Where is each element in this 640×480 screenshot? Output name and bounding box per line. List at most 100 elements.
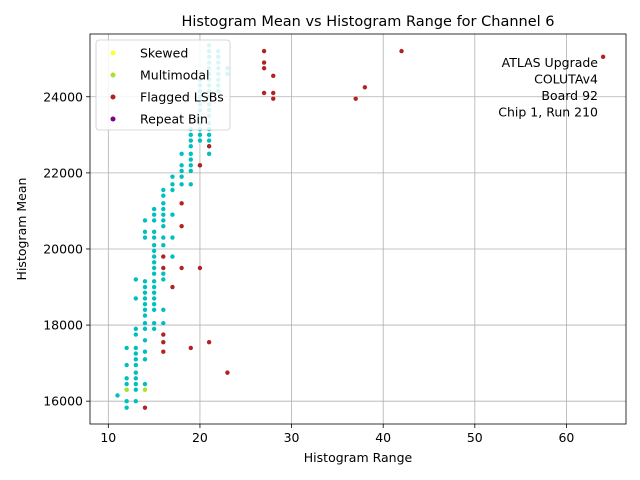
x-tick-label: 40 <box>375 430 391 445</box>
point-unlabeled <box>197 132 203 138</box>
point-flagged-lsbs <box>161 254 166 259</box>
annotation-line: COLUTAv4 <box>534 72 598 87</box>
x-tick-label: 10 <box>100 430 116 445</box>
point-unlabeled <box>161 187 166 193</box>
point-unlabeled <box>179 168 184 174</box>
point-unlabeled <box>170 212 175 217</box>
point-unlabeled <box>179 182 184 187</box>
legend-marker-skewed <box>110 50 116 56</box>
point-unlabeled <box>161 223 166 229</box>
y-tick-label: 16000 <box>43 394 83 409</box>
y-tick-label: 18000 <box>43 318 83 333</box>
point-unlabeled <box>133 277 139 282</box>
point-unlabeled <box>142 307 148 313</box>
point-flagged-lsbs <box>362 85 368 90</box>
point-unlabeled <box>142 284 148 290</box>
point-unlabeled <box>161 201 166 206</box>
y-tick-label: 20000 <box>43 241 83 256</box>
point-unlabeled <box>142 326 148 332</box>
point-unlabeled <box>151 242 157 248</box>
point-unlabeled <box>124 381 129 387</box>
x-axis-ticks: 10 20 30 40 50 60 <box>100 424 574 445</box>
point-unlabeled <box>151 265 157 271</box>
point-unlabeled <box>188 182 193 187</box>
point-unlabeled <box>170 235 175 240</box>
point-flagged-lsbs <box>206 339 212 345</box>
point-flagged-lsbs <box>399 48 404 54</box>
point-unlabeled <box>188 168 193 174</box>
point-unlabeled <box>151 248 157 254</box>
point-unlabeled <box>142 381 148 387</box>
point-unlabeled <box>142 338 148 343</box>
point-flagged-lsbs <box>206 144 212 149</box>
point-flagged-lsbs <box>261 60 267 65</box>
annotation-line: Board 92 <box>541 88 598 103</box>
point-flagged-lsbs <box>261 48 267 54</box>
point-unlabeled <box>142 218 148 223</box>
annotation-line: ATLAS Upgrade <box>502 55 599 70</box>
x-axis-label: Histogram Range <box>304 450 413 465</box>
legend-marker-multimodal <box>110 72 116 78</box>
point-unlabeled <box>206 132 212 138</box>
legend-label-skewed: Skewed <box>140 46 188 61</box>
point-unlabeled <box>206 138 212 143</box>
point-unlabeled <box>151 206 157 212</box>
point-unlabeled <box>133 326 139 332</box>
point-unlabeled <box>188 144 193 149</box>
point-flagged-lsbs <box>142 405 148 410</box>
legend-marker-flagged-lsbs <box>110 94 116 100</box>
point-flagged-lsbs <box>353 96 358 101</box>
point-unlabeled <box>151 254 157 259</box>
point-flagged-lsbs <box>179 265 184 271</box>
point-unlabeled <box>188 163 193 168</box>
point-flagged-lsbs <box>271 73 276 79</box>
point-unlabeled <box>142 229 148 235</box>
point-unlabeled <box>151 307 157 313</box>
point-unlabeled <box>151 290 157 295</box>
point-unlabeled <box>179 163 184 168</box>
point-unlabeled <box>133 387 139 392</box>
point-unlabeled <box>161 242 166 248</box>
point-unlabeled <box>151 212 157 217</box>
point-unlabeled <box>161 218 166 223</box>
point-flagged-lsbs <box>161 332 166 337</box>
point-unlabeled <box>133 398 139 404</box>
point-unlabeled <box>124 376 129 381</box>
point-unlabeled <box>161 206 166 212</box>
x-tick-label: 30 <box>284 430 300 445</box>
point-unlabeled <box>133 296 139 301</box>
point-unlabeled <box>133 345 139 351</box>
point-unlabeled <box>133 351 139 356</box>
point-unlabeled <box>161 307 166 313</box>
point-unlabeled <box>188 138 193 143</box>
point-unlabeled <box>133 376 139 381</box>
point-multimodal <box>142 387 148 392</box>
point-unlabeled <box>151 279 157 284</box>
y-axis-label: Histogram Mean <box>14 178 29 281</box>
point-unlabeled <box>133 362 139 368</box>
legend: Skewed Multimodal Flagged LSBs Repeat Bin <box>95 39 231 131</box>
point-unlabeled <box>188 132 193 138</box>
point-flagged-lsbs <box>261 66 267 71</box>
point-flagged-lsbs <box>179 201 184 206</box>
point-unlabeled <box>133 332 139 337</box>
point-flagged-lsbs <box>600 54 606 60</box>
legend-label-repeat-bin: Repeat Bin <box>140 112 208 127</box>
point-flagged-lsbs <box>161 339 166 345</box>
point-unlabeled <box>142 349 148 354</box>
point-unlabeled <box>170 187 175 193</box>
point-unlabeled <box>179 174 184 179</box>
plot-frame <box>89 33 627 425</box>
y-tick-label: 22000 <box>43 165 83 180</box>
point-unlabeled <box>124 362 129 368</box>
point-unlabeled <box>124 398 129 404</box>
point-unlabeled <box>133 357 139 362</box>
point-unlabeled <box>142 290 148 295</box>
legend-box <box>95 39 231 131</box>
point-flagged-lsbs <box>161 349 166 354</box>
point-unlabeled <box>188 157 193 162</box>
point-flagged-lsbs <box>225 370 230 375</box>
point-unlabeled <box>161 212 166 217</box>
